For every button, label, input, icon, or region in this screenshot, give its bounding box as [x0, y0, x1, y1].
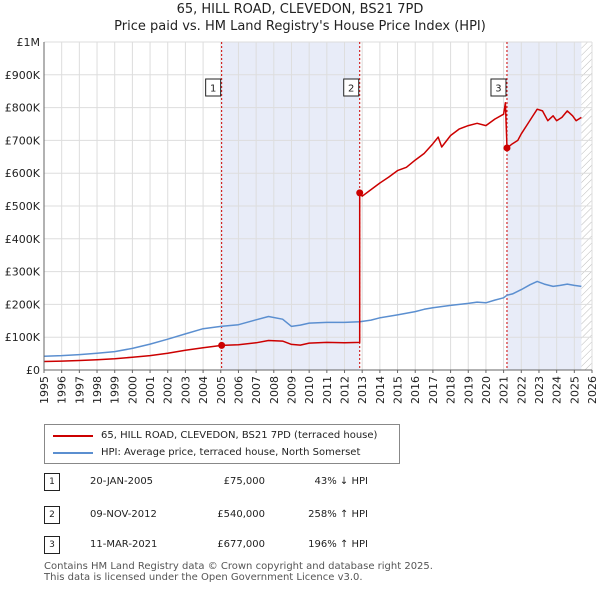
legend-swatch-property: [53, 435, 93, 437]
x-tick-label: 2000: [126, 376, 139, 404]
sale-point: [356, 189, 364, 197]
chart-title: 65, HILL ROAD, CLEVEDON, BS21 7PD: [176, 2, 424, 17]
legend-swatch-hpi: [53, 452, 93, 454]
x-tick-label: 2001: [144, 376, 157, 404]
footer-licence: This data is licensed under the Open Gov…: [44, 572, 363, 583]
transaction-number: 2: [44, 506, 60, 524]
x-tick-label: 2007: [250, 376, 263, 404]
transaction-hpi-change: 196% ↑ HPI: [308, 539, 368, 550]
y-tick-label: £800K: [5, 102, 41, 115]
y-tick-label: £400K: [5, 233, 41, 246]
transaction-hpi-change: 258% ↑ HPI: [308, 509, 368, 520]
sale-marker-label: 2: [348, 84, 354, 95]
x-tick-label: 2014: [374, 376, 387, 404]
x-tick-label: 2020: [480, 376, 493, 404]
x-tick-label: 1999: [109, 376, 122, 404]
transaction-number: 1: [44, 473, 60, 491]
transaction-hpi-change: 43% ↓ HPI: [314, 476, 368, 487]
footer-copyright: Contains HM Land Registry data © Crown c…: [44, 561, 433, 572]
x-tick-label: 2019: [462, 376, 475, 404]
y-tick-label: £1M: [17, 36, 41, 49]
x-tick-label: 2011: [321, 376, 334, 404]
x-tick-label: 2025: [568, 376, 581, 404]
transaction-price: £75,000: [223, 476, 265, 487]
x-tick-label: 2024: [551, 376, 564, 404]
series-line-hpi: [43, 280, 582, 357]
sale-marker-box: [343, 78, 360, 97]
transaction-row: 3 11-MAR-2021 £677,000 196% ↑ HPI: [0, 535, 600, 555]
sale-marker-box: [205, 78, 222, 97]
y-tick-label: £600K: [5, 167, 41, 180]
transaction-date: 11-MAR-2021: [90, 539, 158, 550]
y-tick-label: £700K: [5, 134, 41, 147]
y-tick-label: £900K: [5, 69, 41, 82]
x-tick-label: 2004: [197, 376, 210, 404]
transaction-price: £540,000: [217, 509, 265, 520]
sale-point: [503, 144, 511, 152]
y-tick-label: £100K: [5, 331, 41, 344]
x-tick-label: 1995: [38, 376, 51, 404]
x-tick-label: 2002: [162, 376, 175, 404]
x-tick-label: 2026: [586, 376, 599, 404]
price-chart: 1 2 3 £0 £100K £200K £300K £400K £500K £600K £700…: [5, 36, 599, 404]
y-tick-label: £200K: [5, 298, 41, 311]
x-tick-label: 2013: [356, 376, 369, 404]
x-tick-label: 1997: [73, 376, 86, 404]
sale-marker-label: 1: [210, 84, 216, 95]
x-tick-label: 2015: [392, 376, 405, 404]
x-tick-label: 1998: [91, 376, 104, 404]
x-tick-label: 2006: [232, 376, 245, 404]
x-tick-label: 2005: [215, 376, 228, 404]
y-tick-label: £0: [26, 364, 40, 377]
series-line-property: [43, 101, 582, 363]
sale-point: [218, 341, 226, 349]
x-tick-label: 2016: [409, 376, 422, 404]
transaction-price: £677,000: [217, 539, 265, 550]
x-tick-label: 1996: [56, 376, 69, 404]
transaction-date: 09-NOV-2012: [90, 509, 157, 520]
x-tick-label: 2018: [445, 376, 458, 404]
x-tick-label: 2008: [268, 376, 281, 404]
transaction-row: 1 20-JAN-2005 £75,000 43% ↓ HPI: [0, 472, 600, 492]
legend: 65, HILL ROAD, CLEVEDON, BS21 7PD (terra…: [44, 424, 400, 464]
transaction-number: 3: [44, 536, 60, 554]
sale-marker-box: [490, 78, 507, 97]
x-tick-label: 2010: [303, 376, 316, 404]
legend-label-hpi: HPI: Average price, terraced house, Nort…: [101, 447, 361, 458]
transaction-date: 20-JAN-2005: [90, 476, 154, 487]
x-tick-label: 2003: [179, 376, 192, 404]
x-tick-label: 2012: [339, 376, 352, 404]
x-tick-label: 2022: [515, 376, 528, 404]
transaction-row: 2 09-NOV-2012 £540,000 258% ↑ HPI: [0, 505, 600, 525]
legend-label-property: 65, HILL ROAD, CLEVEDON, BS21 7PD (terra…: [101, 430, 378, 441]
chart-subtitle: Price paid vs. HM Land Registry's House …: [114, 19, 486, 34]
x-tick-label: 2023: [533, 376, 546, 404]
x-tick-label: 2017: [427, 376, 440, 404]
x-tick-label: 2009: [285, 376, 298, 404]
y-tick-label: £300K: [5, 266, 41, 279]
x-tick-label: 2021: [498, 376, 511, 404]
y-tick-label: £500K: [5, 200, 41, 213]
sale-marker-label: 3: [495, 84, 501, 95]
